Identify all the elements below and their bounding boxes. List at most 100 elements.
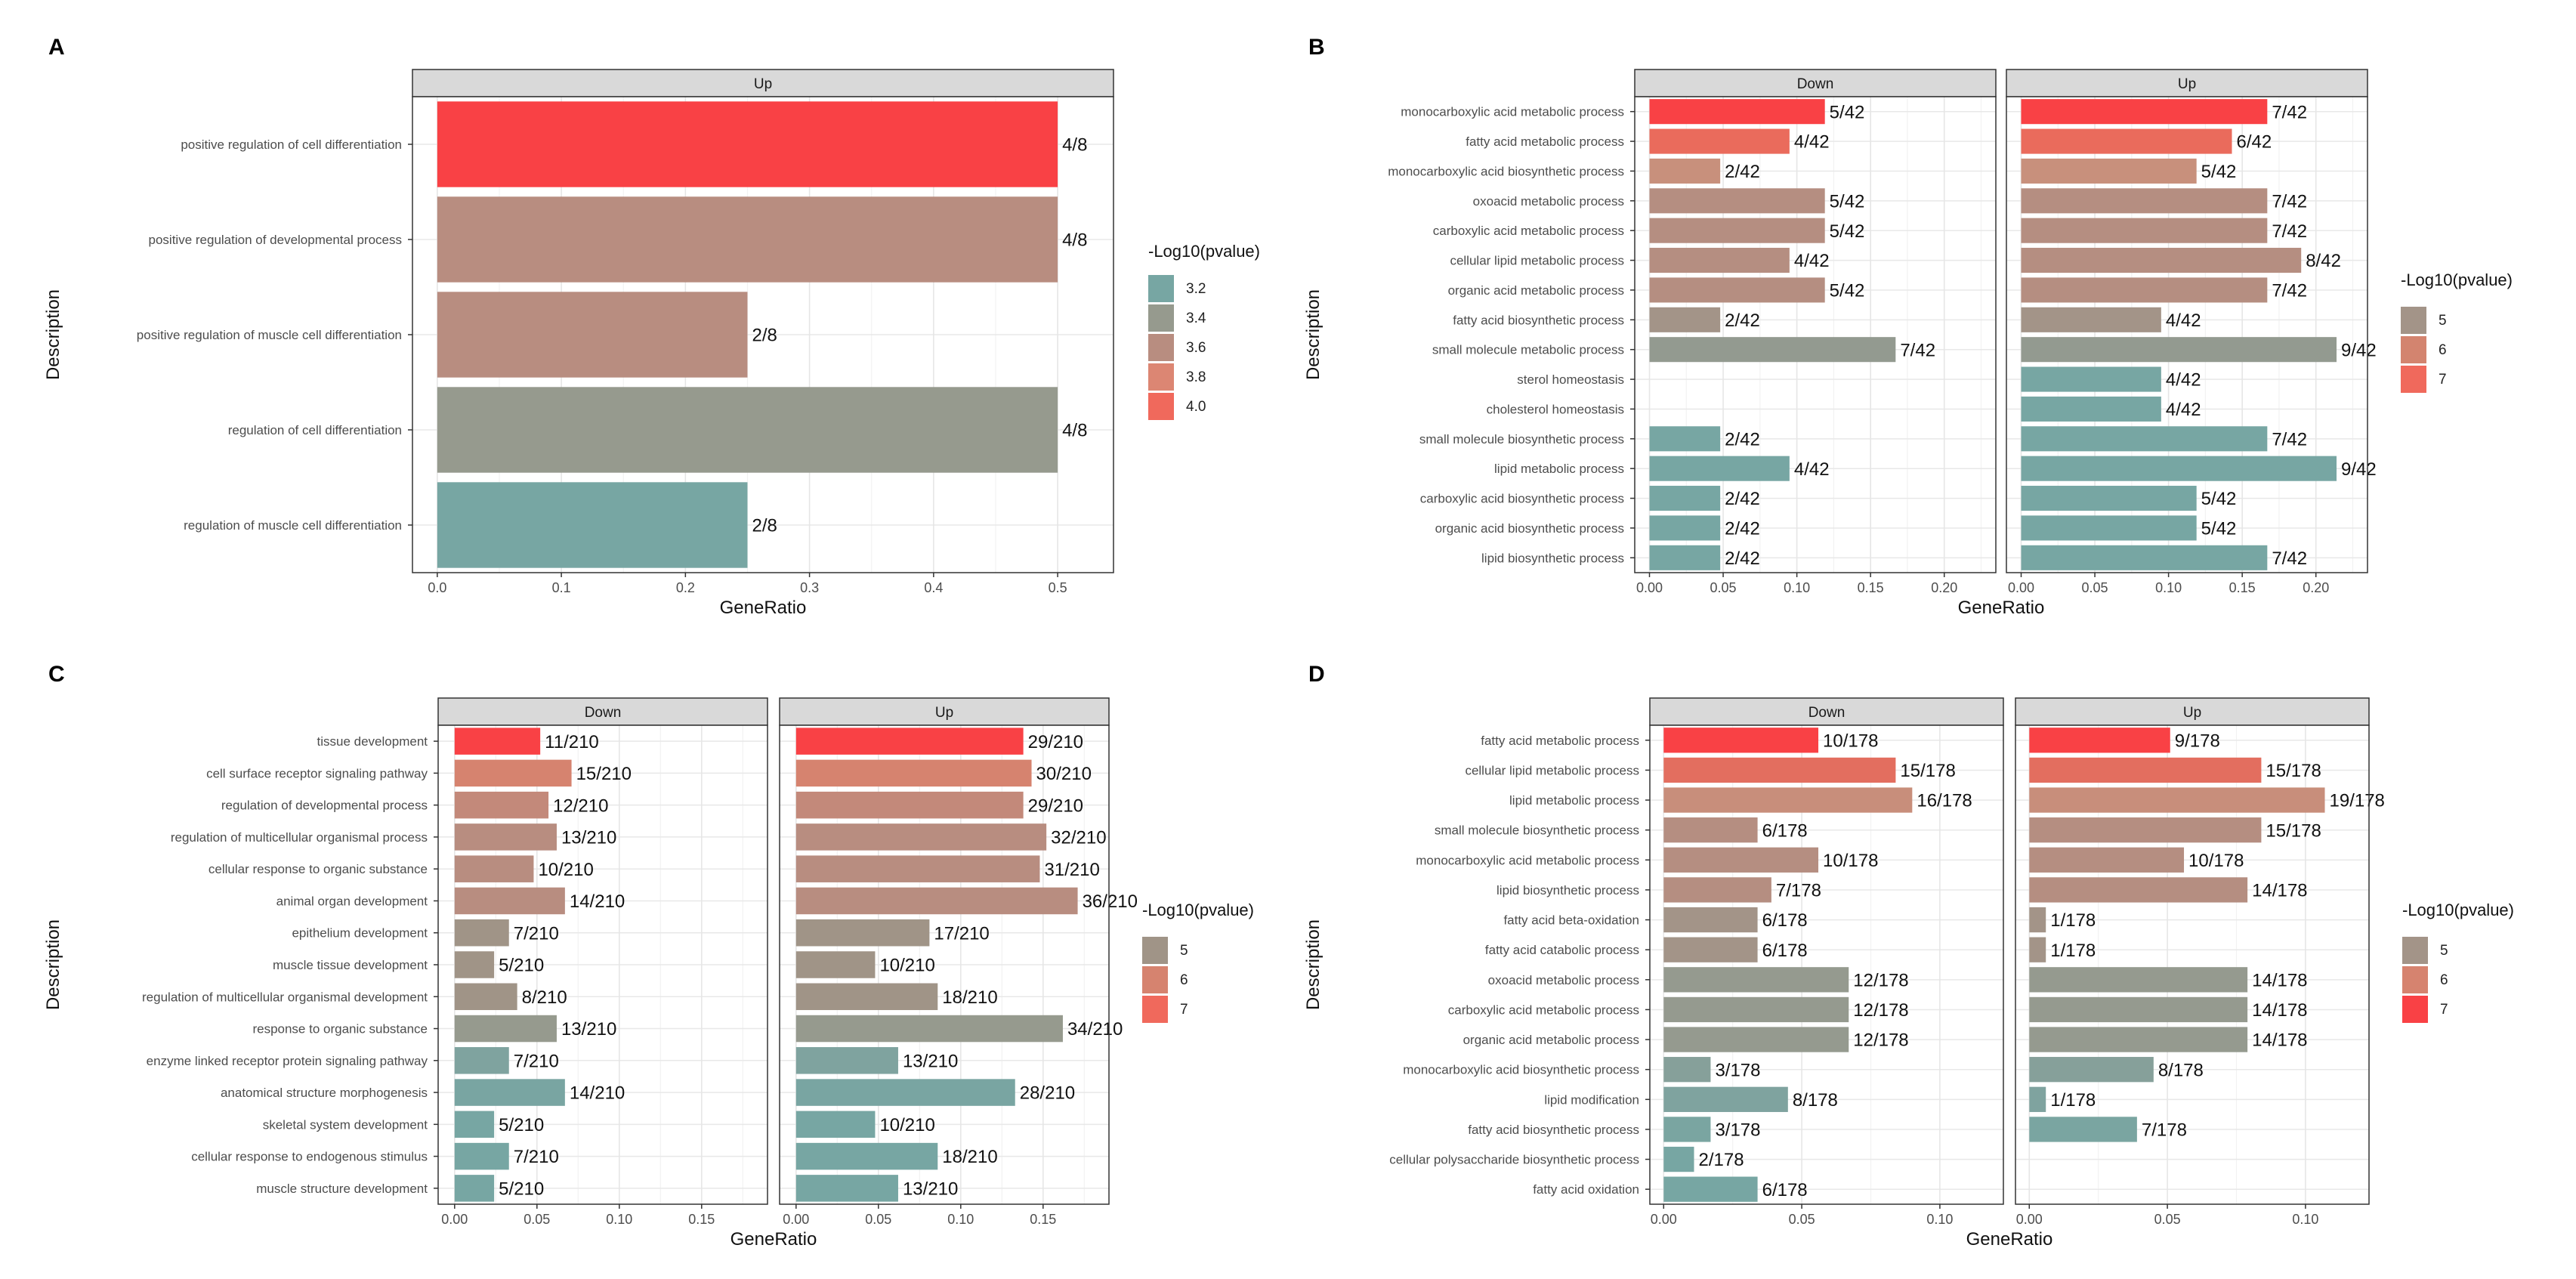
b-down-bar-4: [1649, 188, 1825, 214]
b-up-value-label-8: 4/42: [2166, 310, 2201, 331]
d-category-label-15: cellular polysaccharide biosynthetic pro…: [1389, 1153, 1639, 1167]
b-up-value-label-4: 7/42: [2272, 191, 2307, 212]
c-down-x-tick-label: 0.15: [688, 1212, 715, 1227]
d-down-value-label-9: 12/178: [1853, 970, 1908, 990]
a-up-value-label-3: 2/8: [752, 326, 777, 346]
b-up-panel-border: [2006, 96, 2368, 573]
d-up-bar-1: [2029, 728, 2170, 753]
d-down-value-label-16: 6/178: [1762, 1180, 1808, 1200]
a-category-label-4: regulation of cell differentiation: [228, 423, 402, 437]
c-up-value-label-9: 18/210: [942, 987, 997, 1008]
c-up-panel-border: [779, 724, 1110, 1205]
b-up-bar-14: [2021, 486, 2197, 511]
c-up-bar-6: [795, 887, 1078, 915]
b-down-bar-13: [1649, 456, 1790, 481]
c-up-value-label-14: 18/210: [942, 1147, 997, 1167]
b-up-bar-8: [2021, 307, 2161, 332]
a-up-bar-3: [437, 292, 748, 378]
d-down-value-label-8: 6/178: [1762, 941, 1808, 961]
d-down-bar-1: [1663, 728, 1819, 753]
b-legend-label-1: 5: [2439, 313, 2447, 329]
b-category-label-8: fatty acid biosynthetic process: [1453, 313, 1624, 327]
d-x-axis-title: GeneRatio: [1966, 1229, 2053, 1250]
d-category-label-12: monocarboxylic acid biosynthetic process: [1403, 1063, 1639, 1077]
d-down-bar-13: [1663, 1086, 1788, 1112]
c-category-label-2: cell surface receptor signaling pathway: [206, 766, 428, 780]
c-category-label-7: epithelium development: [292, 926, 428, 941]
b-up-value-label-14: 5/42: [2201, 489, 2237, 509]
d-category-label-10: carboxylic acid metabolic process: [1448, 1003, 1639, 1017]
b-down-bar-8: [1649, 307, 1721, 332]
d-category-label-3: lipid metabolic process: [1509, 793, 1639, 808]
c-up-value-label-15: 13/210: [903, 1179, 958, 1200]
d-down-value-label-12: 3/178: [1715, 1060, 1760, 1080]
b-up-bar-12: [2021, 426, 2268, 452]
d-down-bar-6: [1663, 877, 1771, 903]
b-category-label-7: organic acid metabolic process: [1448, 283, 1624, 298]
c-down-value-label-6: 14/210: [570, 891, 625, 912]
d-down-bar-11: [1663, 1027, 1849, 1052]
c-down-bar-7: [454, 919, 509, 947]
a-up-value-label-1: 4/8: [1062, 135, 1087, 156]
a-legend-swatch-4: [1148, 363, 1174, 391]
c-up-value-label-4: 32/210: [1051, 828, 1106, 848]
b-up-bar-3: [2021, 158, 2197, 184]
d-up-value-label-10: 14/178: [2252, 1000, 2307, 1021]
b-up-value-label-16: 7/42: [2272, 548, 2307, 569]
c-down-value-label-2: 15/210: [576, 764, 632, 784]
c-down-x-tick-label: 0.10: [606, 1212, 632, 1227]
c-x-axis-title: GeneRatio: [730, 1229, 817, 1250]
b-up-bar-15: [2021, 515, 2197, 541]
d-down-value-label-2: 15/178: [1900, 761, 1955, 781]
b-down-value-label-5: 5/42: [1830, 221, 1865, 242]
b-up-value-label-13: 9/42: [2341, 459, 2377, 480]
d-down-bar-15: [1663, 1146, 1694, 1172]
b-up-bar-11: [2021, 396, 2161, 422]
b-down-bar-3: [1649, 158, 1721, 184]
c-down-value-label-15: 5/210: [499, 1179, 544, 1200]
d-category-label-5: monocarboxylic acid metabolic process: [1416, 853, 1639, 867]
c-down-x-tick-label: 0.05: [524, 1212, 550, 1227]
a-category-label-2: positive regulation of developmental pro…: [149, 233, 402, 247]
b-down-bar-5: [1649, 218, 1825, 243]
c-down-value-label-12: 14/210: [570, 1083, 625, 1104]
a-legend-swatch-1: [1148, 275, 1174, 302]
d-down-bar-7: [1663, 907, 1758, 933]
b-down-bar-15: [1649, 515, 1721, 541]
b-category-label-11: cholesterol homeostasis: [1487, 402, 1624, 416]
b-down-value-label-15: 2/42: [1725, 519, 1760, 539]
a-up-x-tick-label: 0.5: [1049, 580, 1067, 595]
a-up-x-tick-label: 0.2: [676, 580, 695, 595]
d-up-x-tick-label: 0.00: [2016, 1212, 2043, 1227]
c-up-bar-1: [795, 728, 1024, 755]
b-category-label-15: organic acid biosynthetic process: [1435, 521, 1624, 536]
a-legend-label-4: 3.8: [1186, 369, 1206, 385]
a-up-x-tick-label: 0.3: [800, 580, 819, 595]
b-category-label-6: cellular lipid metabolic process: [1450, 254, 1624, 268]
d-down-panel-border: [1649, 724, 2004, 1205]
d-down-x-tick-label: 0.10: [1926, 1212, 1953, 1227]
c-up-bar-12: [795, 1079, 1015, 1106]
b-category-label-5: carboxylic acid metabolic process: [1433, 224, 1624, 238]
b-legend-swatch-3: [2401, 366, 2426, 393]
c-up-bar-15: [795, 1175, 898, 1202]
d-up-bar-5: [2029, 847, 2185, 873]
d-down-value-label-4: 6/178: [1762, 820, 1808, 841]
d-up-value-label-12: 8/178: [2158, 1060, 2204, 1080]
a-up-bar-5: [437, 482, 748, 568]
d-up-x-tick-label: 0.10: [2292, 1212, 2318, 1227]
b-down-facet-label: Down: [1797, 76, 1834, 92]
c-category-label-15: muscle structure development: [256, 1182, 428, 1196]
a-up-x-tick-label: 0.1: [552, 580, 571, 595]
c-up-value-label-13: 10/210: [879, 1115, 934, 1135]
b-down-bar-7: [1649, 277, 1825, 303]
d-down-value-label-13: 8/178: [1793, 1090, 1838, 1111]
c-up-bar-11: [795, 1047, 898, 1074]
d-up-value-label-9: 14/178: [2252, 970, 2307, 990]
d-category-label-13: lipid modification: [1544, 1092, 1639, 1107]
d-legend-title: -Log10(pvalue): [2402, 901, 2514, 919]
c-up-x-tick-label: 0.15: [1030, 1212, 1056, 1227]
d-up-bar-14: [2029, 1117, 2137, 1142]
b-down-bar-14: [1649, 486, 1721, 511]
